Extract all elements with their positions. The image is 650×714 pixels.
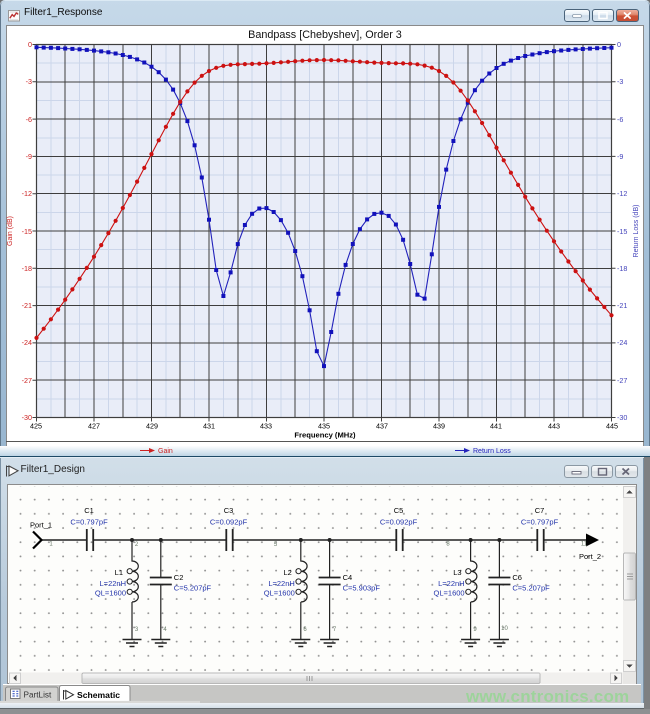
svg-text:-9: -9 — [617, 152, 623, 161]
svg-text:-12: -12 — [617, 189, 627, 198]
svg-text:Schematic: Schematic — [77, 690, 120, 700]
svg-text:QL=1600: QL=1600 — [264, 589, 295, 598]
svg-text:445: 445 — [606, 422, 618, 431]
svg-text:Return Loss: Return Loss — [473, 448, 511, 455]
svg-text:-27: -27 — [22, 376, 32, 385]
svg-text:8: 8 — [446, 542, 450, 548]
svg-text:433: 433 — [260, 422, 272, 431]
svg-text:C1: C1 — [84, 506, 94, 515]
svg-text:-12: -12 — [22, 189, 32, 198]
svg-text:437: 437 — [376, 422, 388, 431]
svg-text:-3: -3 — [26, 77, 32, 86]
svg-text:L=22nH: L=22nH — [438, 579, 464, 588]
svg-text:3: 3 — [135, 627, 139, 633]
svg-text:C7: C7 — [535, 506, 545, 515]
svg-text:439: 439 — [433, 422, 445, 431]
svg-text:QL=1600: QL=1600 — [434, 589, 465, 598]
svg-text:C=5.903pF: C=5.903pF — [343, 584, 381, 593]
svg-text:C6: C6 — [512, 573, 522, 582]
svg-text:427: 427 — [88, 422, 100, 431]
svg-text:435: 435 — [318, 422, 330, 431]
svg-text:Port_2: Port_2 — [579, 552, 601, 561]
svg-text:425: 425 — [30, 422, 42, 431]
svg-text:-18: -18 — [617, 264, 627, 273]
svg-text:C=5.207pF: C=5.207pF — [512, 584, 550, 593]
svg-text:443: 443 — [548, 422, 560, 431]
svg-text:-30: -30 — [22, 413, 32, 422]
svg-text:9: 9 — [473, 627, 477, 633]
svg-text:0: 0 — [28, 40, 32, 49]
svg-text:-3: -3 — [617, 77, 623, 86]
svg-text:C3: C3 — [224, 506, 234, 515]
svg-text:-21: -21 — [22, 301, 32, 310]
svg-text:-27: -27 — [617, 376, 627, 385]
svg-text:C4: C4 — [343, 573, 353, 582]
svg-text:Gain: Gain — [158, 448, 173, 455]
svg-text:L2: L2 — [283, 568, 291, 577]
svg-text:2: 2 — [135, 542, 139, 548]
svg-text:4: 4 — [163, 627, 167, 633]
svg-text:C=0.092pF: C=0.092pF — [210, 518, 248, 527]
svg-text:PartList: PartList — [24, 691, 52, 700]
svg-text:-21: -21 — [617, 301, 627, 310]
svg-text:-30: -30 — [617, 413, 627, 422]
svg-text:-18: -18 — [22, 264, 32, 273]
svg-text:L3: L3 — [453, 568, 461, 577]
svg-text:429: 429 — [146, 422, 158, 431]
svg-text:-6: -6 — [26, 115, 32, 124]
svg-text:C=5.207pF: C=5.207pF — [174, 584, 212, 593]
svg-text:11: 11 — [581, 542, 588, 548]
svg-text:C=0.797pF: C=0.797pF — [70, 518, 108, 527]
svg-text:C=0.092pF: C=0.092pF — [380, 518, 418, 527]
svg-text:7: 7 — [333, 627, 337, 633]
svg-text:Return Loss (dB): Return Loss (dB) — [633, 205, 640, 258]
svg-text:5: 5 — [274, 542, 278, 548]
svg-text:L=22nH: L=22nH — [268, 579, 294, 588]
svg-text:Frequency (MHz): Frequency (MHz) — [294, 431, 356, 440]
svg-text:-24: -24 — [22, 338, 32, 347]
svg-text:-6: -6 — [617, 115, 623, 124]
svg-text:QL=1600: QL=1600 — [95, 589, 126, 598]
svg-text:L1: L1 — [115, 568, 123, 577]
svg-text:Bandpass [Chebyshev], Order 3: Bandpass [Chebyshev], Order 3 — [248, 29, 402, 41]
svg-text:C5: C5 — [394, 506, 404, 515]
svg-text:-15: -15 — [617, 227, 627, 236]
svg-text:10: 10 — [501, 626, 508, 632]
svg-text:-15: -15 — [22, 227, 32, 236]
svg-text:1: 1 — [49, 542, 53, 548]
svg-text:L=22nH: L=22nH — [100, 579, 126, 588]
svg-text:-24: -24 — [617, 338, 627, 347]
svg-text:441: 441 — [490, 422, 502, 431]
svg-text:C=0.797pF: C=0.797pF — [521, 518, 559, 527]
svg-text:6: 6 — [303, 627, 307, 633]
svg-text:Port_1: Port_1 — [30, 521, 52, 530]
svg-text:0: 0 — [617, 40, 621, 49]
svg-text:431: 431 — [203, 422, 215, 431]
svg-text:Gain (dB): Gain (dB) — [7, 216, 14, 246]
svg-text:-9: -9 — [26, 152, 32, 161]
svg-text:C2: C2 — [174, 573, 184, 582]
